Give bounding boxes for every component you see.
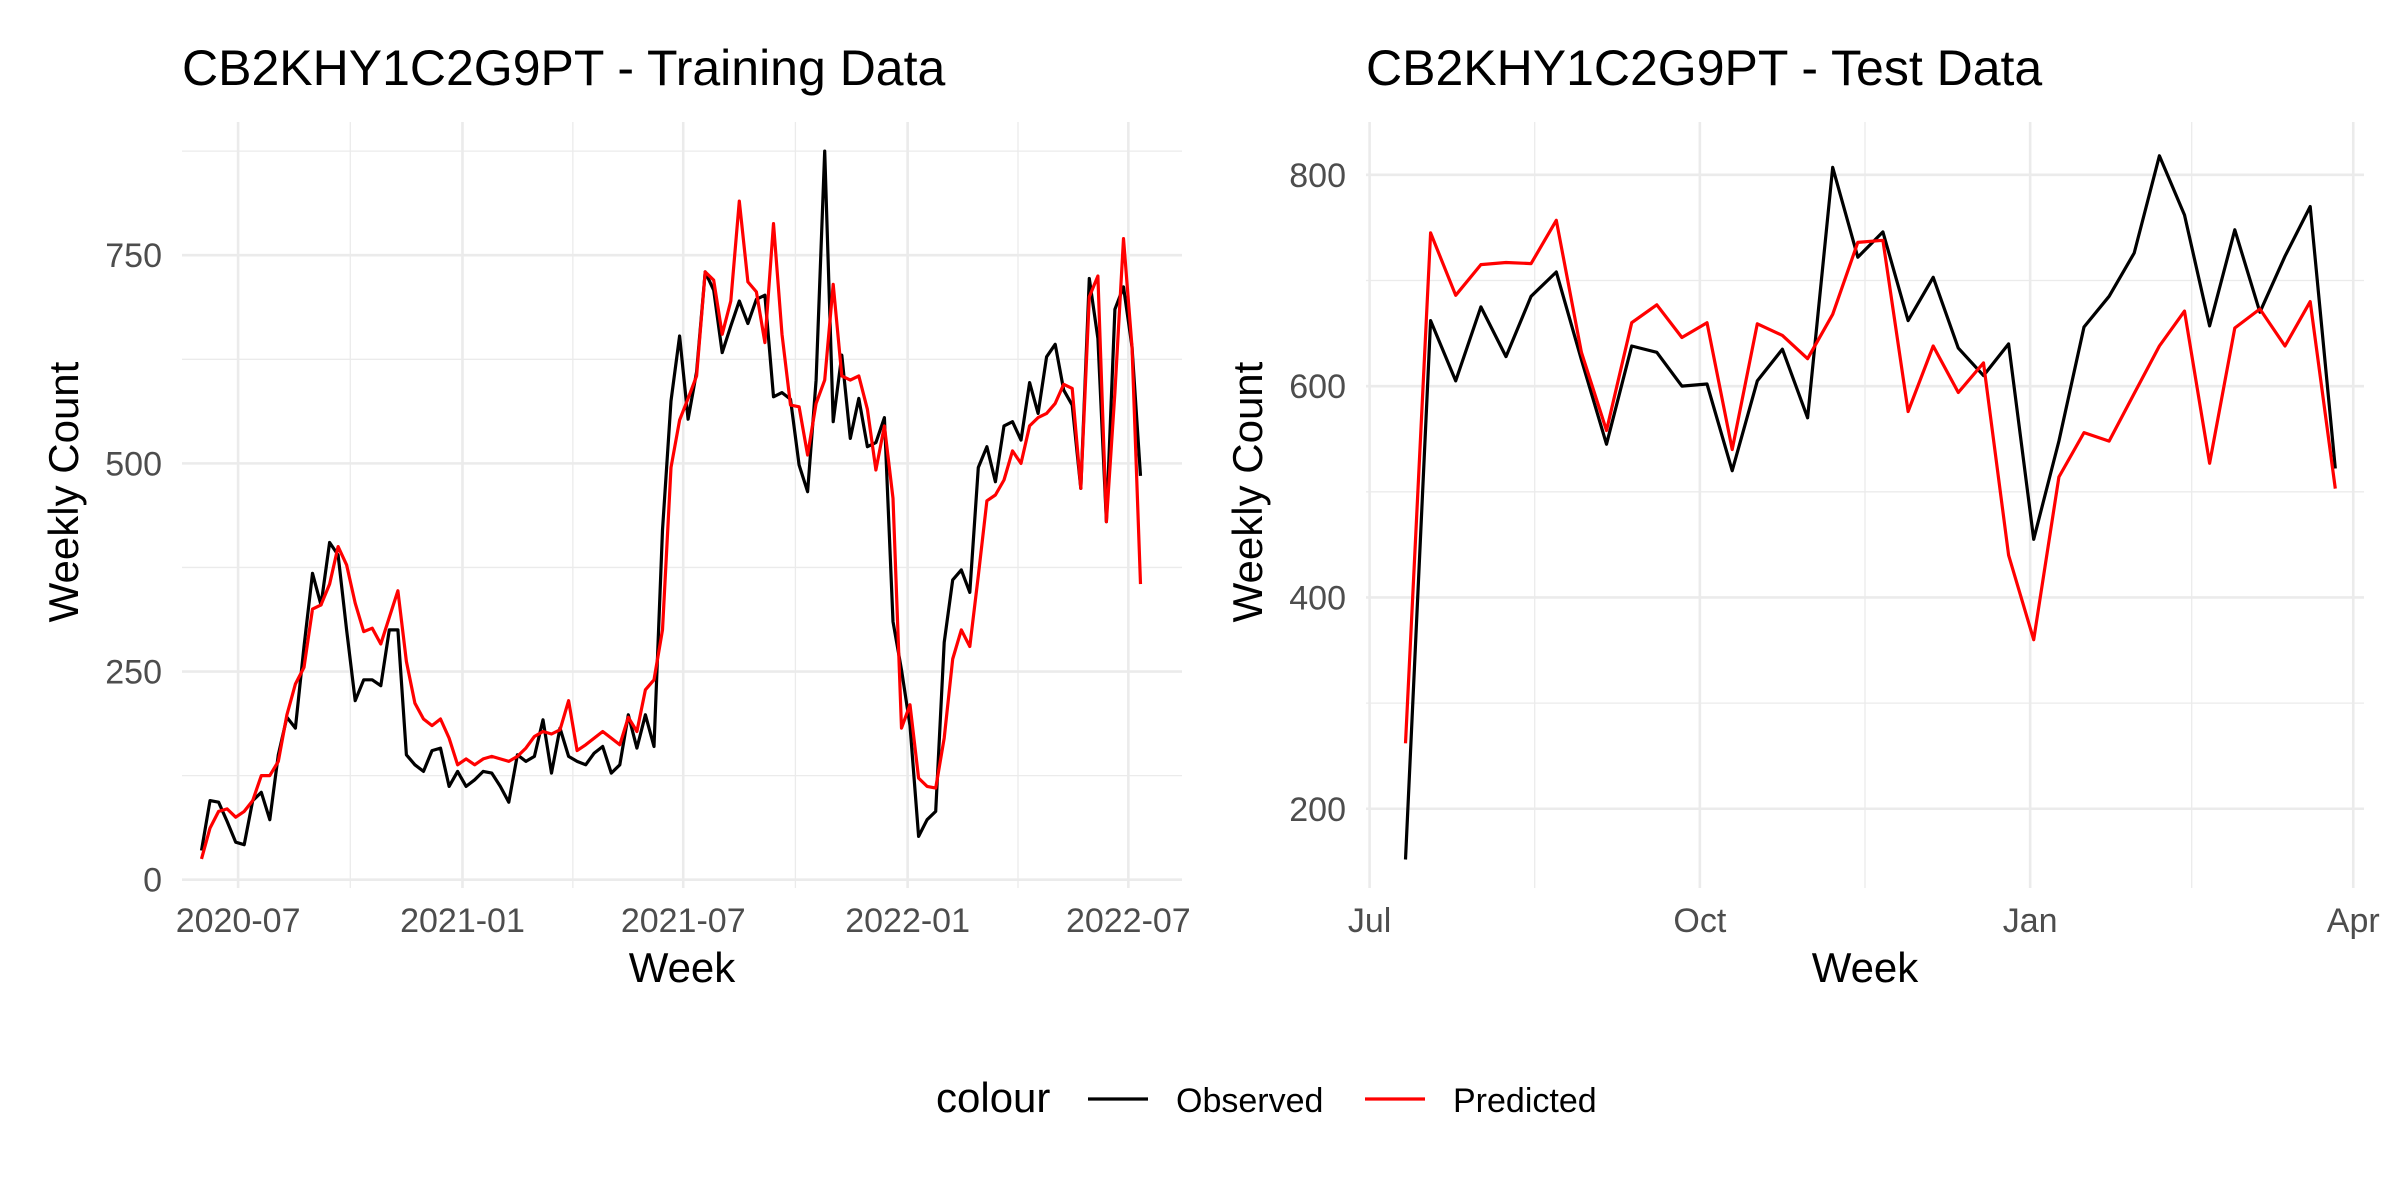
training-x-ticks: 2020-07 2021-01 2021-07 2022-01 2022-07 (176, 902, 1191, 940)
training-y-tick-label: 750 (105, 237, 162, 275)
legend: colour Observed Predicted (936, 1074, 1597, 1121)
test-series-predicted (1403, 218, 2337, 744)
test-y-tick-label: 800 (1289, 157, 1346, 195)
test-y-tick-label: 200 (1289, 791, 1346, 829)
training-x-tick-label: 2022-07 (1066, 902, 1191, 940)
training-grid (182, 122, 1182, 888)
test-panel: CB2KHY1C2G9PT - Test Data 200 400 600 800 J… (1224, 40, 2380, 991)
legend-title: colour (936, 1074, 1050, 1121)
training-series (199, 149, 1143, 860)
test-y-tick-label: 400 (1289, 579, 1346, 617)
training-y-tick-label: 250 (105, 654, 162, 692)
training-y-axis-title: Weekly Count (40, 361, 87, 622)
training-series-observed (199, 149, 1143, 851)
test-y-ticks: 200 400 600 800 (1289, 157, 1346, 829)
training-series-predicted (199, 199, 1143, 860)
training-x-tick-label: 2020-07 (176, 902, 301, 940)
test-series-observed (1403, 154, 2337, 860)
test-x-axis-title: Week (1812, 944, 1920, 991)
training-y-ticks: 0 250 500 750 (105, 237, 162, 899)
test-x-tick-label: Jul (1348, 902, 1391, 940)
training-panel: CB2KHY1C2G9PT - Training Data 0 250 500 750… (40, 40, 1191, 991)
training-y-tick-label: 0 (143, 862, 162, 900)
test-series (1403, 154, 2337, 860)
test-x-tick-label: Apr (2327, 902, 2380, 940)
training-x-tick-label: 2021-01 (400, 902, 525, 940)
test-y-tick-label: 600 (1289, 368, 1346, 406)
legend-label-observed: Observed (1176, 1082, 1323, 1120)
training-y-tick-label: 500 (105, 445, 162, 483)
training-x-tick-label: 2022-01 (845, 902, 970, 940)
test-x-ticks: Jul Oct Jan Apr (1348, 902, 2380, 940)
training-x-tick-label: 2021-07 (621, 902, 746, 940)
training-x-axis-title: Week (629, 944, 737, 991)
test-title: CB2KHY1C2G9PT - Test Data (1366, 40, 2042, 96)
training-title: CB2KHY1C2G9PT - Training Data (182, 40, 945, 96)
legend-label-predicted: Predicted (1453, 1082, 1597, 1120)
test-x-tick-label: Jan (2003, 902, 2058, 940)
test-grid (1366, 122, 2364, 888)
test-y-axis-title: Weekly Count (1224, 361, 1271, 622)
test-x-tick-label: Oct (1673, 902, 1726, 940)
